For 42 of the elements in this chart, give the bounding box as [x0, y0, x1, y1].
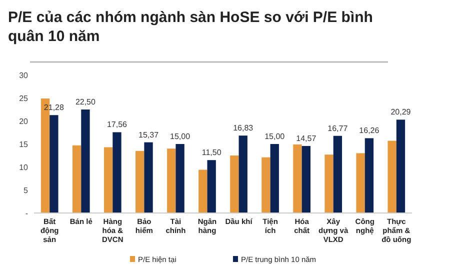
y-tick-label: 5 — [24, 186, 29, 195]
bar — [388, 140, 396, 213]
bar — [198, 170, 208, 213]
y-tick-label: - — [25, 208, 28, 218]
data-label: 15,00 — [170, 132, 191, 141]
bar — [262, 157, 270, 213]
bar — [136, 150, 144, 213]
bar — [104, 147, 113, 213]
data-label: 11,50 — [202, 148, 222, 158]
data-label: 16,77 — [328, 124, 348, 133]
bar — [112, 132, 122, 213]
y-tick-label: 20 — [19, 116, 29, 126]
bar — [176, 144, 184, 213]
data-label: 14,57 — [296, 134, 317, 143]
bar — [324, 154, 334, 213]
data-label: 15,37 — [138, 130, 160, 140]
bar — [207, 160, 216, 213]
bar — [50, 115, 58, 213]
data-label: 16,83 — [233, 124, 254, 133]
data-label: 22,50 — [75, 98, 96, 106]
bar — [230, 156, 239, 213]
bar — [238, 136, 248, 213]
y-tick-label: 30 — [19, 70, 29, 80]
chart-title: P/E của các nhóm ngành sàn HoSE so với P/E bình quân 10 năm — [8, 9, 373, 45]
data-label: 16,26 — [359, 126, 380, 136]
data-label: 15,00 — [264, 132, 286, 141]
y-tick-label: 25 — [19, 94, 29, 103]
bar — [396, 120, 406, 213]
bar — [364, 138, 374, 213]
bar — [302, 146, 310, 213]
y-tick-label: 10 — [19, 162, 29, 172]
bar — [72, 145, 82, 213]
bar — [293, 144, 302, 213]
bar — [167, 148, 176, 213]
bar — [81, 110, 90, 213]
bar — [356, 153, 365, 213]
bar — [333, 136, 342, 213]
data-label: 20,29 — [390, 108, 412, 117]
y-tick-label: 15 — [19, 140, 29, 149]
data-label: 17,56 — [106, 120, 128, 130]
bar — [144, 142, 153, 213]
bar — [270, 144, 279, 213]
